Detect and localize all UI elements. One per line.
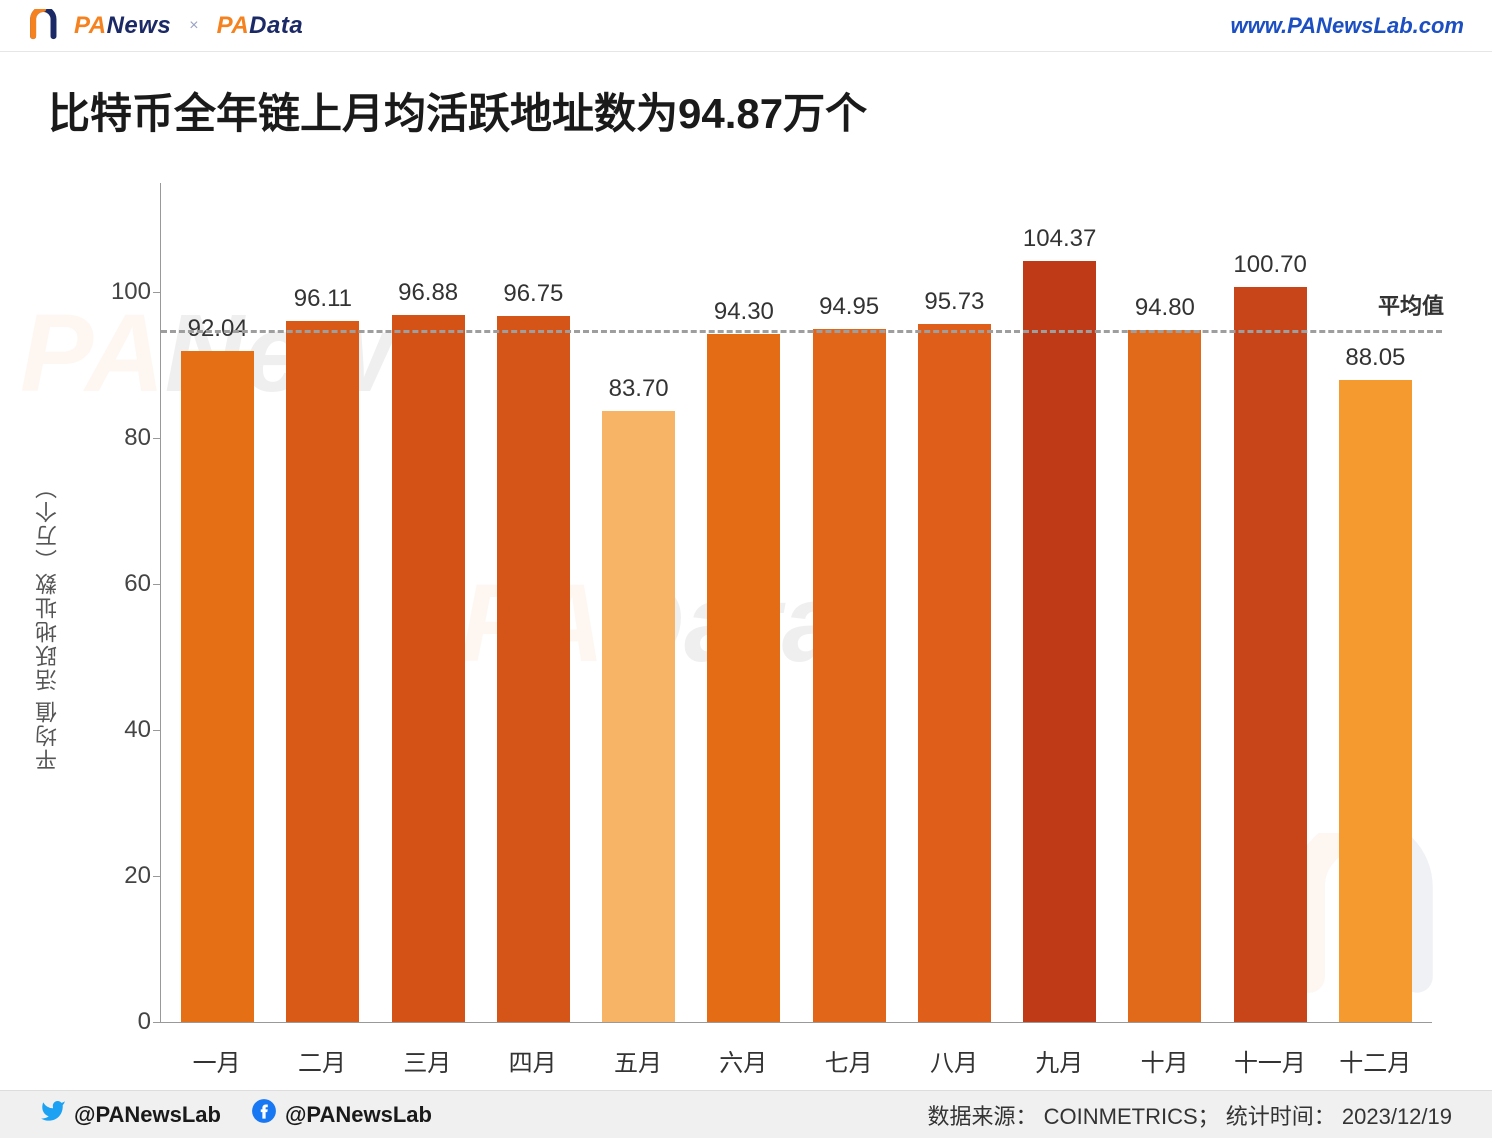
- bar: [286, 321, 359, 1022]
- x-axis-label: 三月: [383, 1031, 472, 1083]
- site-url[interactable]: www.PANewsLab.com: [1231, 13, 1465, 39]
- x-axis-label: 五月: [593, 1031, 682, 1083]
- bar-value-label: 104.37: [1023, 225, 1096, 253]
- x-axis-label: 十二月: [1331, 1031, 1420, 1083]
- bar: [707, 334, 780, 1022]
- x-axis-label: 九月: [1015, 1031, 1104, 1083]
- x-axis-label: 四月: [488, 1031, 577, 1083]
- bar-value-label: 92.04: [188, 315, 248, 343]
- avg-label: 平均值: [1378, 288, 1444, 320]
- bar-value-label: 83.70: [609, 375, 669, 403]
- plot-area: 92.04 96.11 96.88 96.75 83.70 94.30 94.95 95.73…: [160, 183, 1432, 1023]
- source-value: COINMETRICS: [1044, 1104, 1198, 1129]
- header: PANews × PAData www.PANewsLab.com: [0, 0, 1492, 52]
- facebook-link[interactable]: @PANewsLab: [251, 1098, 432, 1131]
- y-tick: 60: [91, 570, 151, 598]
- brand-padata: PAData: [217, 12, 304, 40]
- bar: [1023, 261, 1096, 1022]
- bar-slot: 96.11: [278, 183, 367, 1022]
- bar: [1339, 380, 1412, 1022]
- bar-value-label: 95.73: [924, 288, 984, 316]
- time-value: 2023/12/19: [1342, 1104, 1452, 1129]
- social-links: @PANewsLab @PANewsLab: [40, 1098, 432, 1131]
- brand: PANews × PAData: [28, 9, 303, 43]
- bar-slot: 92.04: [173, 183, 262, 1022]
- chart-title: 比特币全年链上月均活跃地址数为94.87万个: [0, 52, 1492, 149]
- twitter-icon: [40, 1098, 66, 1131]
- facebook-handle: @PANewsLab: [285, 1102, 432, 1128]
- bar-slot: 94.95: [805, 183, 894, 1022]
- bar: [1234, 287, 1307, 1022]
- avg-line: [161, 330, 1442, 333]
- bar-value-label: 96.88: [398, 279, 458, 307]
- footer: @PANewsLab @PANewsLab 数据来源： COINMETRICS；…: [0, 1090, 1492, 1138]
- y-tick: 40: [91, 716, 151, 744]
- x-axis-label: 二月: [277, 1031, 366, 1083]
- y-tick: 80: [91, 424, 151, 452]
- bar-value-label: 100.70: [1233, 251, 1306, 279]
- bar: [392, 315, 465, 1022]
- y-tick: 20: [91, 862, 151, 890]
- brand-logo-icon: [28, 9, 62, 43]
- brand-panews: PANews: [74, 12, 171, 40]
- bar: [813, 329, 886, 1022]
- bar: [1128, 330, 1201, 1022]
- bar-slot: 94.80: [1120, 183, 1209, 1022]
- y-tick: 0: [91, 1008, 151, 1036]
- twitter-link[interactable]: @PANewsLab: [40, 1098, 221, 1131]
- x-axis-labels: 一月二月三月四月五月六月七月八月九月十月十一月十二月: [160, 1031, 1432, 1083]
- x-axis-label: 七月: [804, 1031, 893, 1083]
- y-axis-label: 平均值 活跃地址数（万个）: [32, 475, 64, 771]
- bar-value-label: 96.11: [294, 285, 352, 313]
- bar-slot: 95.73: [910, 183, 999, 1022]
- time-label: 统计时间：: [1226, 1104, 1336, 1129]
- bar-value-label: 96.75: [503, 280, 563, 308]
- x-axis-label: 十一月: [1225, 1031, 1314, 1083]
- brand-separator: ×: [183, 17, 204, 35]
- chart: 平均值 活跃地址数（万个） 92.0496.1196.8896.7583.709…: [40, 163, 1452, 1083]
- x-axis-label: 八月: [909, 1031, 998, 1083]
- bar: [918, 324, 991, 1022]
- bar-value-label: 94.80: [1135, 294, 1195, 322]
- x-axis-label: 六月: [699, 1031, 788, 1083]
- brand-panews-label: News: [107, 12, 172, 39]
- bar-slot: 94.30: [699, 183, 788, 1022]
- bar-value-label: 94.95: [819, 293, 879, 321]
- x-axis-label: 一月: [172, 1031, 261, 1083]
- bar-slot: 104.37: [1015, 183, 1104, 1022]
- bar-slot: 96.88: [384, 183, 473, 1022]
- bar: [497, 316, 570, 1022]
- twitter-handle: @PANewsLab: [74, 1102, 221, 1128]
- x-axis-label: 十月: [1120, 1031, 1209, 1083]
- bar-value-label: 94.30: [714, 298, 774, 326]
- source-label: 数据来源：: [927, 1104, 1037, 1129]
- bar-value-label: 88.05: [1345, 344, 1405, 372]
- bar: [602, 411, 675, 1022]
- bar-slot: 96.75: [489, 183, 578, 1022]
- y-tick: 100: [91, 278, 151, 306]
- brand-padata-label: Data: [249, 12, 303, 39]
- footer-source: 数据来源： COINMETRICS； 统计时间： 2023/12/19: [927, 1099, 1452, 1131]
- bar: [181, 351, 254, 1022]
- bar-slot: 100.70: [1226, 183, 1315, 1022]
- facebook-icon: [251, 1098, 277, 1131]
- bar-slot: 83.70: [594, 183, 683, 1022]
- bars-container: 92.04 96.11 96.88 96.75 83.70 94.30 94.95 95.73…: [161, 183, 1432, 1022]
